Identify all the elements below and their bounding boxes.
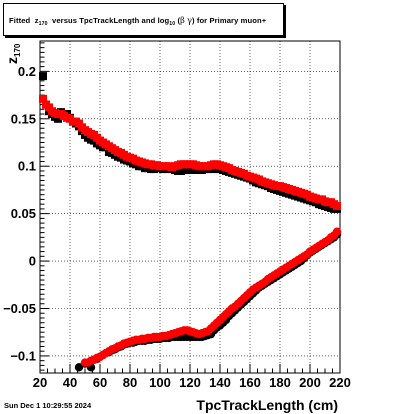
data-point-circle [74, 363, 84, 372]
data-point-square [39, 94, 47, 103]
x-axis-title: TpcTrackLength (cm) [196, 397, 338, 413]
title-paren-close: ) [191, 16, 195, 25]
data-point-square [39, 72, 47, 81]
y-tick-label: 0.05 [11, 206, 36, 221]
timestamp-footer: Sun Dec 1 10:29:55 2024 [4, 401, 92, 410]
x-tick-label: 140 [209, 375, 231, 390]
title-symbol: z [34, 16, 39, 25]
x-tick-label: 160 [239, 375, 261, 390]
title-prefix: Fitted [9, 16, 31, 25]
grid-lines [40, 41, 340, 373]
x-tick-label: 100 [149, 375, 171, 390]
x-tick-label: 80 [123, 375, 137, 390]
title-suffix: for Primary muon+ [196, 16, 267, 25]
title-paren-open: ( [177, 16, 181, 25]
title-gamma: γ [187, 16, 192, 25]
tick-labels: 20 40 60 80 100 120 140 160 180 200 220 −0.1 −0.05 0 0… [3, 64, 351, 390]
x-tick-label: 200 [299, 375, 321, 390]
y-axis-title: z170 [4, 43, 22, 64]
data-point-circle [332, 227, 342, 236]
y-tick-label: 0 [29, 254, 36, 269]
x-tick-label: 120 [179, 375, 201, 390]
y-tick-label: 0.1 [18, 159, 36, 174]
title-beta: β [180, 16, 185, 25]
chart-title: Fitted z170 versus TpcTrackLength and lo… [9, 16, 267, 27]
data-markers [39, 72, 342, 372]
title-symbol-sub: 170 [38, 21, 48, 27]
data-point-square [333, 202, 341, 211]
y-tick-label: −0.1 [10, 348, 36, 363]
title-middle: versus TpcTrackLength and log [52, 16, 170, 25]
x-tick-label: 220 [329, 375, 351, 390]
x-tick-label: 180 [269, 375, 291, 390]
title-box: Fitted z170 versus TpcTrackLength and lo… [3, 3, 284, 36]
x-tick-label: 40 [63, 375, 77, 390]
y-axis-symbol: z [4, 57, 20, 64]
title-log-sub: 10 [169, 21, 176, 27]
y-tick-label: 0.15 [11, 111, 36, 126]
y-tick-label: −0.05 [3, 301, 36, 316]
y-tick-label: 0.2 [18, 64, 36, 79]
x-tick-label: 60 [93, 375, 107, 390]
y-axis-sub: 170 [13, 43, 22, 57]
data-point-square [54, 114, 62, 123]
axis-ticks [39, 42, 341, 373]
x-tick-label: 20 [33, 375, 47, 390]
